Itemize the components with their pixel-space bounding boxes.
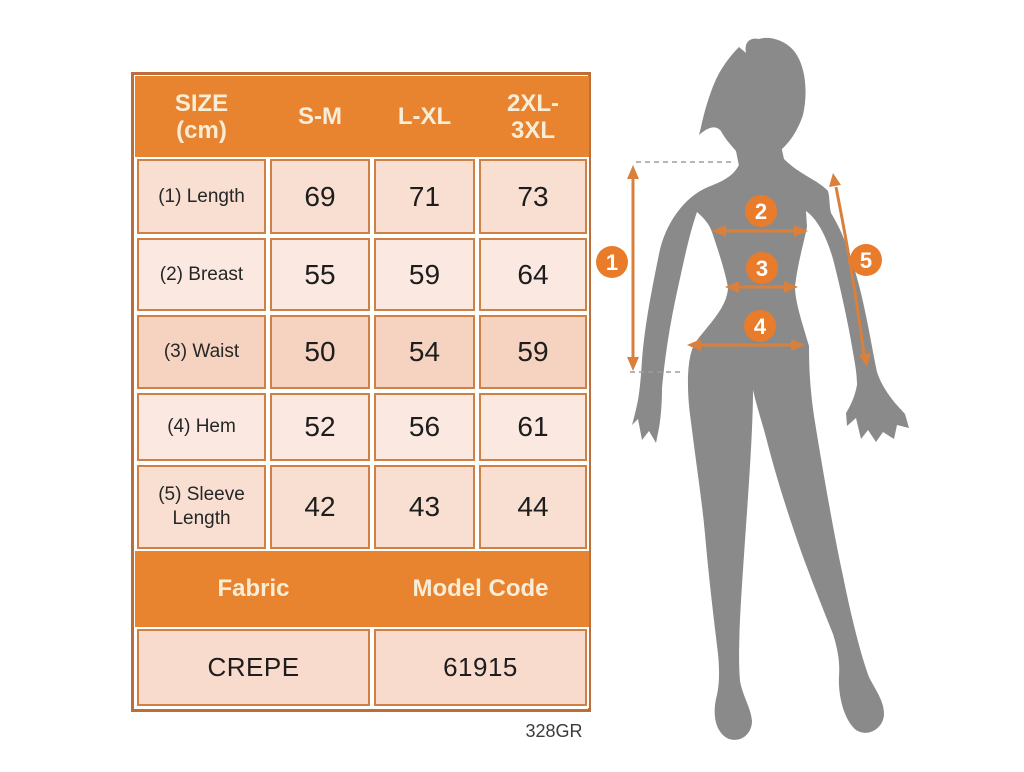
value-cell: 42 <box>268 463 372 551</box>
marker-badge-4: 4 <box>744 310 776 342</box>
size-table-frame: SIZE (cm) S-M L-XL 2XL- 3XL <box>131 72 591 712</box>
value-cell: 43 <box>372 463 477 551</box>
marker-number-3: 3 <box>756 256 768 281</box>
header-l-xl: L-XL <box>372 76 477 157</box>
value-cell: 69 <box>268 157 372 236</box>
model-code-label: Model Code <box>372 551 589 627</box>
value-cell: 52 <box>268 391 372 463</box>
marker-number-4: 4 <box>754 314 767 339</box>
value-cell: 61 <box>477 391 589 463</box>
table-row-hem: (4) Hem 52 56 61 <box>135 391 589 463</box>
table-row-length: (1) Length 69 71 73 <box>135 157 589 236</box>
row-label: (5) Sleeve Length <box>135 463 268 551</box>
waist-arrow <box>725 281 798 293</box>
sleeve-arrow <box>829 173 871 367</box>
value-cell: 71 <box>372 157 477 236</box>
marker-number-5: 5 <box>860 248 872 273</box>
row-label: (2) Breast <box>135 236 268 313</box>
breast-arrow <box>712 225 808 237</box>
value-cell: 55 <box>268 236 372 313</box>
measurement-figure: 1 2 3 4 5 <box>596 28 1024 772</box>
value-cell: 50 <box>268 313 372 391</box>
value-cell: 73 <box>477 157 589 236</box>
table-row-fabric-values: CREPE 61915 <box>135 627 589 708</box>
length-arrow <box>627 165 639 371</box>
header-s-m: S-M <box>268 76 372 157</box>
woman-silhouette-head <box>699 37 806 177</box>
value-cell: 56 <box>372 391 477 463</box>
hem-arrow <box>687 339 805 351</box>
header-2xl-3xl: 2XL- 3XL <box>477 76 589 157</box>
marker-badge-1: 1 <box>596 246 628 278</box>
value-cell: 59 <box>372 236 477 313</box>
measurement-figure-svg: 1 2 3 4 5 <box>596 37 909 740</box>
header-size-cm: SIZE (cm) <box>135 76 268 157</box>
table-row-waist: (3) Waist 50 54 59 <box>135 313 589 391</box>
fabric-value: CREPE <box>135 627 372 708</box>
row-label: (3) Waist <box>135 313 268 391</box>
marker-badge-5: 5 <box>850 244 882 276</box>
marker-number-2: 2 <box>755 199 767 224</box>
size-table: SIZE (cm) S-M L-XL 2XL- 3XL <box>135 76 589 708</box>
model-code-value: 61915 <box>372 627 589 708</box>
header-size-line2: (cm) <box>176 116 227 144</box>
value-cell: 64 <box>477 236 589 313</box>
value-cell: 59 <box>477 313 589 391</box>
row-label: (1) Length <box>135 157 268 236</box>
marker-number-1: 1 <box>606 250 618 275</box>
woman-silhouette-body <box>632 150 909 740</box>
product-code-footnote: 328GR <box>525 721 583 741</box>
marker-badge-3: 3 <box>746 252 778 284</box>
header-size-line1: SIZE <box>174 89 229 117</box>
table-row-breast: (2) Breast 55 59 64 <box>135 236 589 313</box>
value-cell: 54 <box>372 313 477 391</box>
marker-badge-2: 2 <box>745 195 777 227</box>
value-cell: 44 <box>477 463 589 551</box>
fabric-label: Fabric <box>135 551 372 627</box>
table-row-sleeve-length: (5) Sleeve Length 42 43 44 <box>135 463 589 551</box>
row-label: (4) Hem <box>135 391 268 463</box>
size-table-header-row: SIZE (cm) S-M L-XL 2XL- 3XL <box>135 76 589 157</box>
table-row-fabric-header: Fabric Model Code <box>135 551 589 627</box>
